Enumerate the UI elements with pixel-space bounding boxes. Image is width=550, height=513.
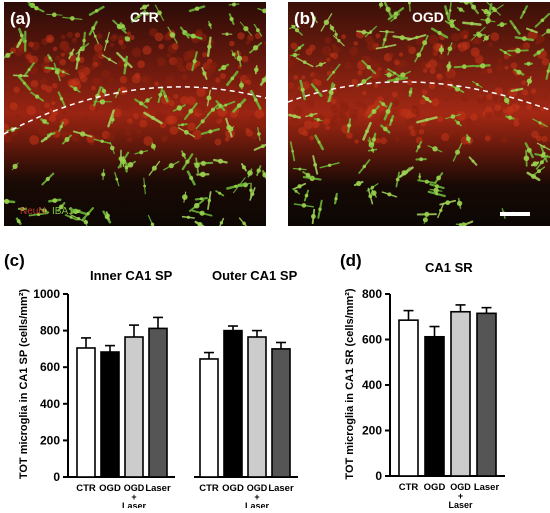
y-tick-label: 600 <box>362 333 382 347</box>
image-title-ctr: CTR <box>130 9 159 25</box>
bar-ogd <box>101 352 119 477</box>
bar-ctr <box>77 348 95 477</box>
legend-iba1: IBA1 <box>52 206 74 217</box>
x-tick-label: OGD <box>99 483 121 494</box>
bar-laser <box>149 328 167 477</box>
bar-laser <box>477 313 496 476</box>
y-axis-label-d: TOT microglia in CA1 SR (cells/mm²) <box>344 288 356 479</box>
panel-label-d: (d) <box>340 251 362 270</box>
y-tick-label: 400 <box>362 378 382 392</box>
x-tick-label: Laser <box>268 483 294 494</box>
y-tick-label: 800 <box>40 324 60 338</box>
scale-bar <box>500 212 530 216</box>
y-tick-label: 600 <box>40 360 60 374</box>
chart-c-svg: (c) Inner CA1 SP Outer CA1 SP TOT microg… <box>0 240 330 508</box>
x-tick-label: Laser <box>145 483 171 494</box>
micrograph-ogd: (b) OGD <box>288 2 550 226</box>
legend-neun: NeuN <box>20 206 46 217</box>
chart-d-svg: (d) CA1 SR TOT microglia in CA1 SR (cell… <box>338 240 550 508</box>
y-tick-label: 200 <box>362 424 382 438</box>
x-tick-label: CTR <box>199 483 219 494</box>
panel-label-a: (a) <box>10 9 31 28</box>
y-tick-label: 400 <box>40 397 60 411</box>
bar-ctr <box>399 320 418 476</box>
chart-d: (d) CA1 SR TOT microglia in CA1 SR (cell… <box>338 240 550 508</box>
y-axis-label-c: TOT microglia in CA1 SP (cells/mm²) <box>18 289 30 480</box>
micrograph-ctr: (a) CTR NeuN IBA1 <box>4 2 266 226</box>
bar-ogd-laser <box>125 337 143 477</box>
image-title-ogd: OGD <box>412 9 444 25</box>
y-tick-label: 200 <box>40 433 60 447</box>
group-title-outer: Outer CA1 SP <box>212 268 298 283</box>
bar-laser <box>272 349 290 477</box>
micrograph-ctr-image: (a) CTR NeuN IBA1 <box>4 2 266 226</box>
y-tick-label: 1000 <box>33 287 60 301</box>
x-tick-label: CTR <box>399 482 419 493</box>
x-tick-label: Laser <box>448 500 473 508</box>
x-tick-label: Laser <box>474 482 500 493</box>
x-tick-label: CTR <box>76 483 96 494</box>
panel-label-b: (b) <box>294 9 316 28</box>
bar-ogd <box>224 331 242 477</box>
y-tick-label: 0 <box>375 469 382 483</box>
bar-ogd <box>425 337 444 476</box>
group-title-inner: Inner CA1 SP <box>90 268 173 283</box>
bar-ogd-laser <box>248 337 266 477</box>
chart-title-d: CA1 SR <box>425 260 473 275</box>
chart-c: (c) Inner CA1 SP Outer CA1 SP TOT microg… <box>0 240 330 508</box>
y-tick-label: 800 <box>362 287 382 301</box>
micrograph-ogd-image: (b) OGD <box>288 2 550 226</box>
x-tick-label: OGD <box>222 483 244 494</box>
y-tick-label: 0 <box>53 470 60 484</box>
bar-ctr <box>200 359 218 477</box>
x-tick-label: OGD <box>424 482 446 493</box>
bar-ogd-laser <box>451 312 470 476</box>
x-tick-label: Laser <box>122 501 147 508</box>
panel-label-c: (c) <box>4 251 25 270</box>
x-tick-label: Laser <box>245 501 270 508</box>
